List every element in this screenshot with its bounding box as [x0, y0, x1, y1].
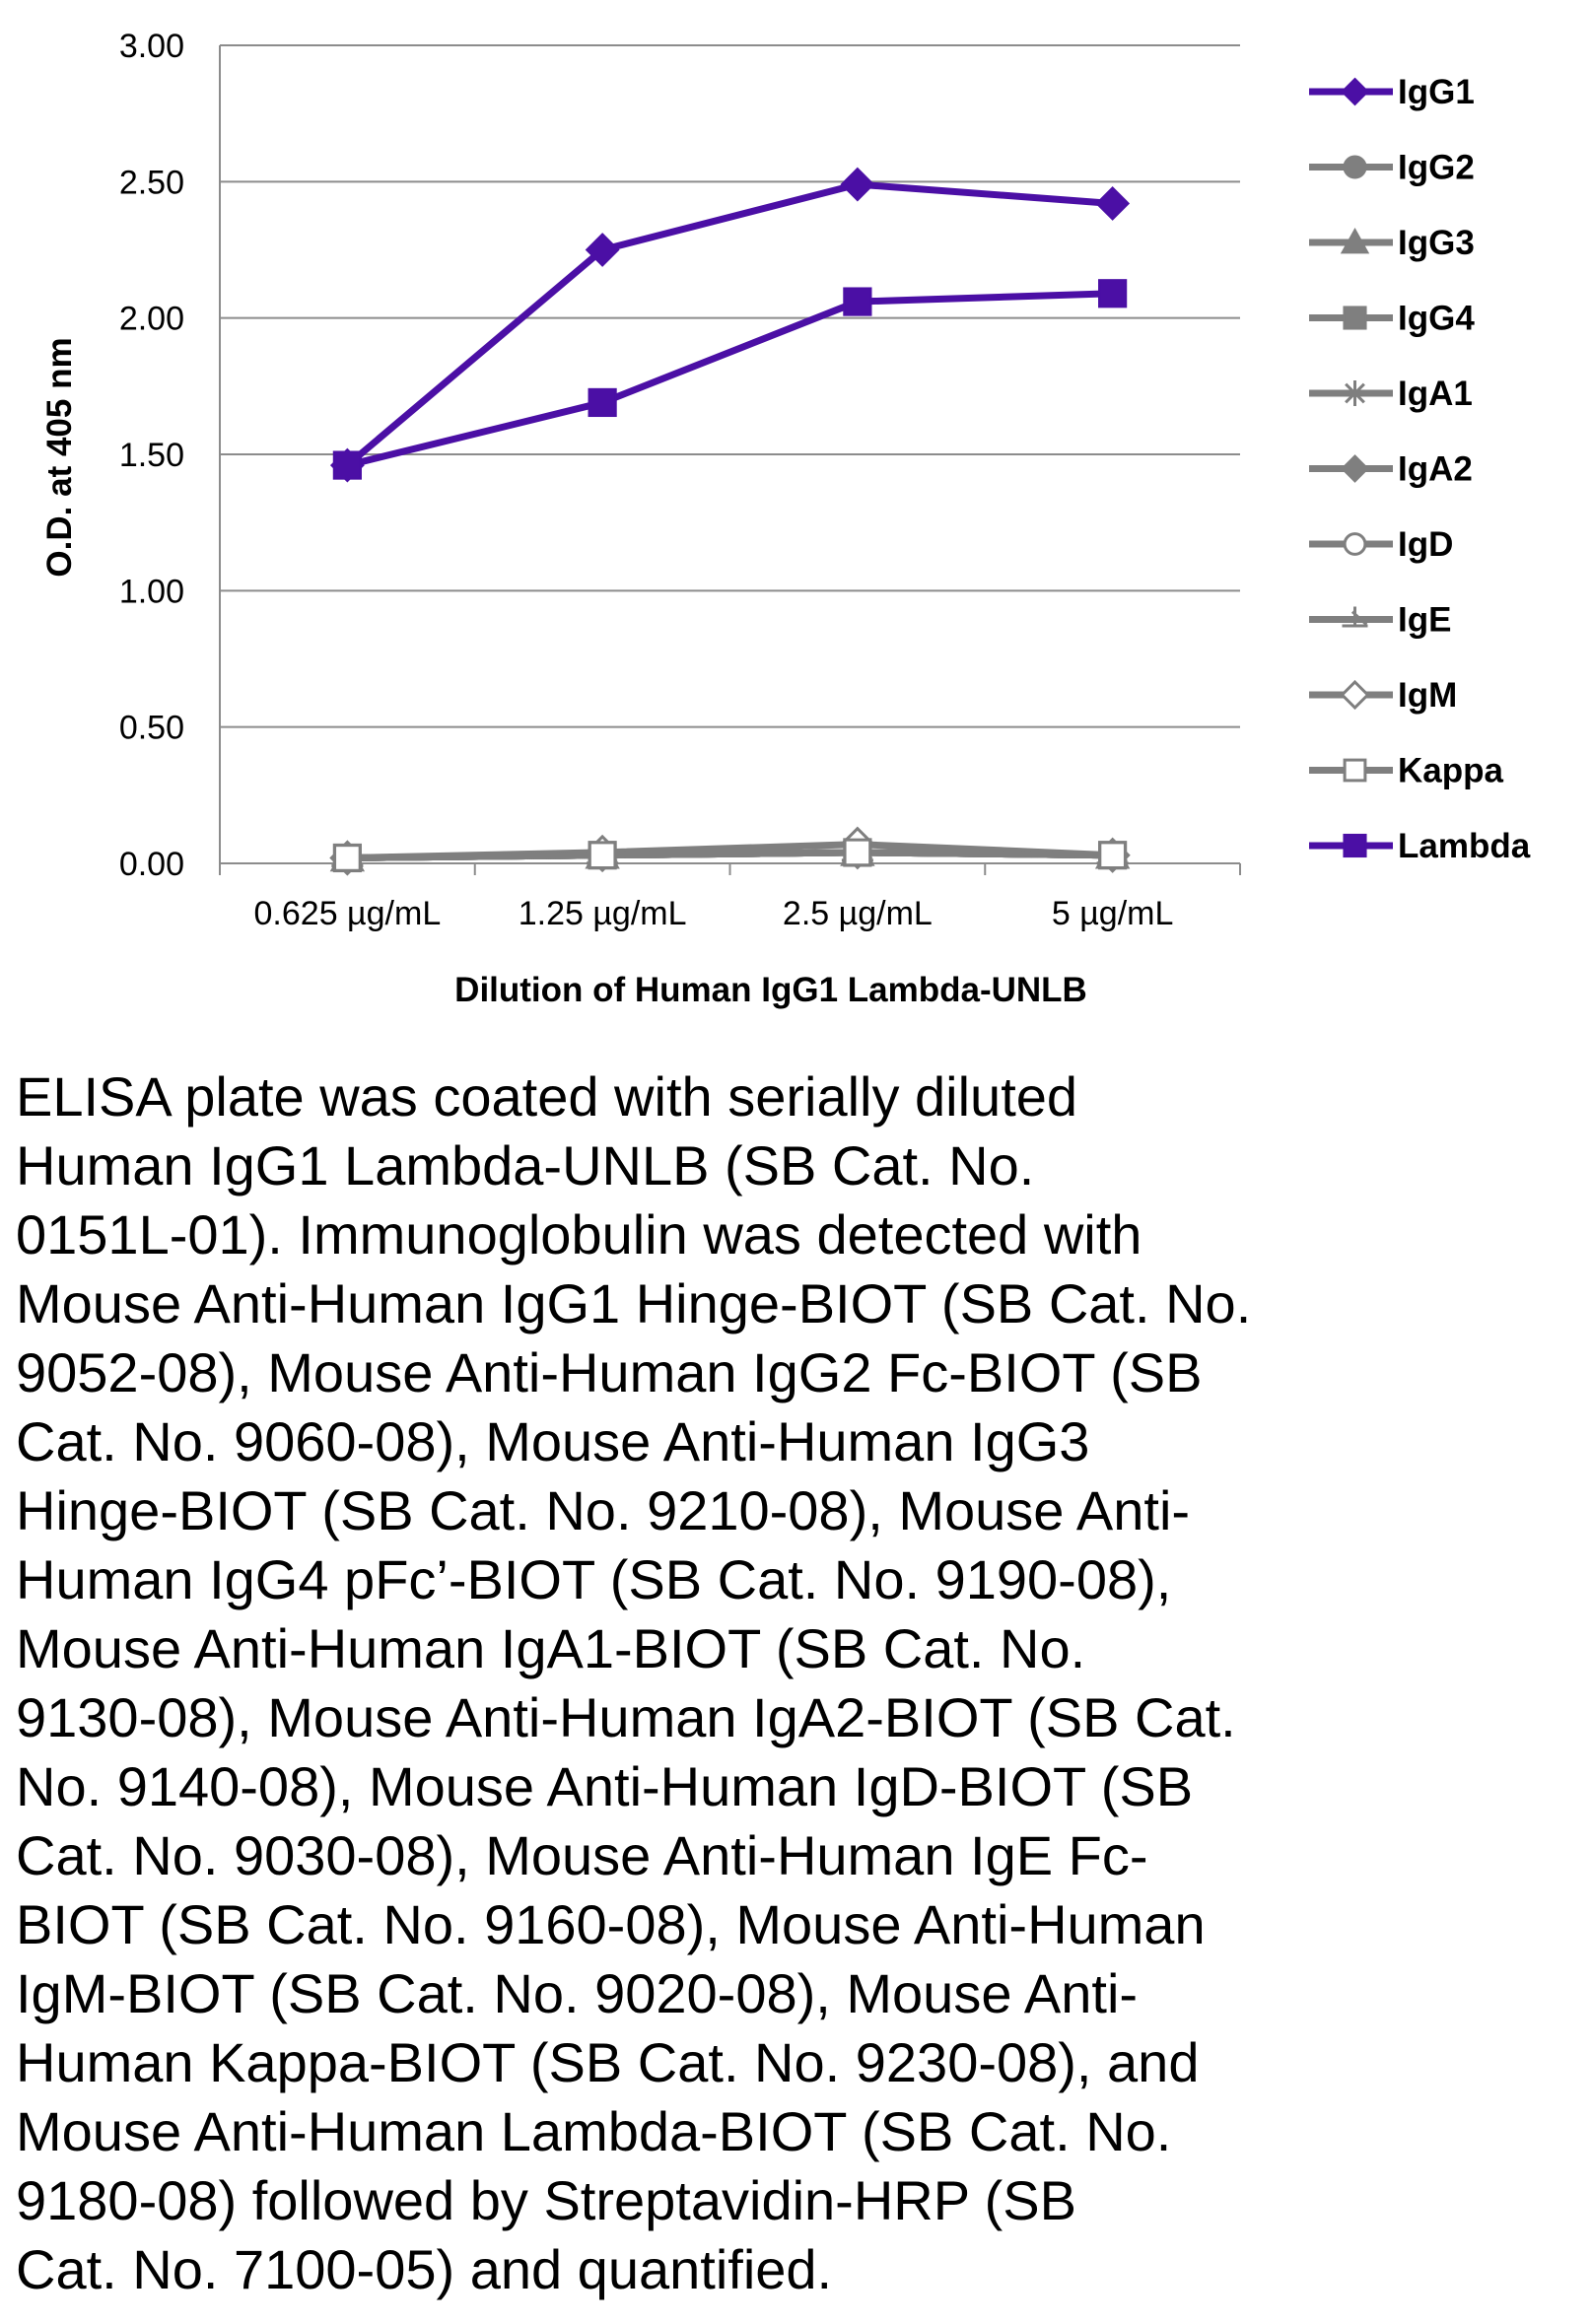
- y-axis-title: O.D. at 405 nm: [40, 337, 79, 577]
- legend-label: Lambda: [1398, 827, 1531, 865]
- legend-label: IgG1: [1398, 73, 1475, 111]
- series-line-lambda: [346, 290, 1113, 469]
- legend-marker: [1343, 155, 1367, 179]
- legend-item-lambda: Lambda: [1309, 827, 1531, 865]
- legend-label: Kappa: [1398, 752, 1504, 790]
- legend-marker: [1343, 758, 1367, 783]
- legend-marker: [1343, 532, 1367, 556]
- legend-item-kappa: Kappa: [1309, 752, 1504, 790]
- legend-label: IgG4: [1398, 300, 1475, 338]
- data-point-kappa: [588, 841, 617, 870]
- series-igg1: [329, 167, 1131, 483]
- x-axis-title: Dilution of Human IgG1 Lambda-UNLB: [454, 971, 1087, 1009]
- legend-item-iga2: IgA2: [1309, 450, 1473, 489]
- data-point-lambda: [843, 287, 872, 316]
- series-lambda: [332, 279, 1128, 480]
- y-tick-label: 1.00: [119, 573, 184, 610]
- legend-marker: [1343, 306, 1367, 330]
- legend-item-iga1: IgA1: [1309, 375, 1473, 413]
- legend-item-igg3: IgG3: [1309, 224, 1475, 262]
- legend-item-igg4: IgG4: [1309, 300, 1475, 338]
- data-point-lambda: [588, 387, 617, 418]
- legend-label: IgD: [1398, 525, 1453, 564]
- legend-label: IgE: [1398, 601, 1451, 640]
- legend-item-igg2: IgG2: [1309, 149, 1475, 187]
- legend-item-igm: IgM: [1309, 676, 1457, 715]
- data-point-lambda: [1098, 279, 1128, 308]
- elisa-line-chart: 0.00 0.50 1.00 1.50 2.00 2.50 3.00 0.625 µg/mL 1…: [40, 28, 1531, 1009]
- legend-label: IgG2: [1398, 149, 1475, 187]
- legend-item-igd: IgD: [1309, 525, 1453, 564]
- series-layer: [329, 167, 1131, 876]
- legend-marker: [1340, 679, 1370, 711]
- legend-marker: [1340, 227, 1370, 254]
- legend-label: IgA2: [1398, 450, 1473, 489]
- legend-label: IgM: [1398, 676, 1457, 715]
- y-tick-label: 0.50: [119, 710, 184, 747]
- series-line-kappa: [347, 849, 1113, 861]
- series-kappa: [333, 838, 1127, 872]
- x-tick-label: 0.625 µg/mL: [254, 895, 442, 932]
- legend-marker: [1342, 606, 1368, 628]
- gridlines: [220, 44, 1240, 728]
- y-tick-label: 2.00: [119, 301, 184, 338]
- x-tick-label: 5 µg/mL: [1052, 895, 1174, 932]
- data-point-igg1: [840, 167, 875, 202]
- data-point-igg1: [585, 233, 620, 267]
- legend-item-ige: IgE: [1309, 601, 1451, 640]
- legend-marker: [1341, 454, 1369, 483]
- data-point-lambda: [332, 450, 362, 480]
- data-point-kappa: [843, 838, 872, 867]
- axes: 0.00 0.50 1.00 1.50 2.00 2.50 3.00 0.625 µg/mL 1…: [119, 28, 1241, 932]
- series-line-igg1: [345, 180, 1113, 468]
- legend: IgG1 IgG2 IgG3 IgG4 IgA1 IgA2 IgD IgE IgM Kappa La…: [1309, 73, 1531, 865]
- y-tick-label: 3.00: [119, 28, 184, 65]
- legend-item-igg1: IgG1: [1309, 73, 1475, 111]
- y-tick-label: 2.50: [119, 164, 184, 201]
- data-point-kappa: [1098, 841, 1127, 870]
- legend-label: IgG3: [1398, 224, 1475, 262]
- x-tick-label: 2.5 µg/mL: [783, 895, 933, 932]
- legend-marker: [1341, 77, 1369, 106]
- y-tick-label: 1.50: [119, 437, 184, 474]
- legend-label: IgA1: [1398, 375, 1473, 413]
- data-point-igg1: [1095, 186, 1131, 221]
- figure-caption: ELISA plate was coated with serially dil…: [16, 1065, 1252, 2300]
- legend-marker: [1342, 380, 1368, 406]
- data-point-kappa: [333, 844, 362, 872]
- x-tick-label: 1.25 µg/mL: [519, 895, 687, 932]
- legend-marker: [1343, 833, 1367, 858]
- y-tick-label: 0.00: [119, 846, 184, 883]
